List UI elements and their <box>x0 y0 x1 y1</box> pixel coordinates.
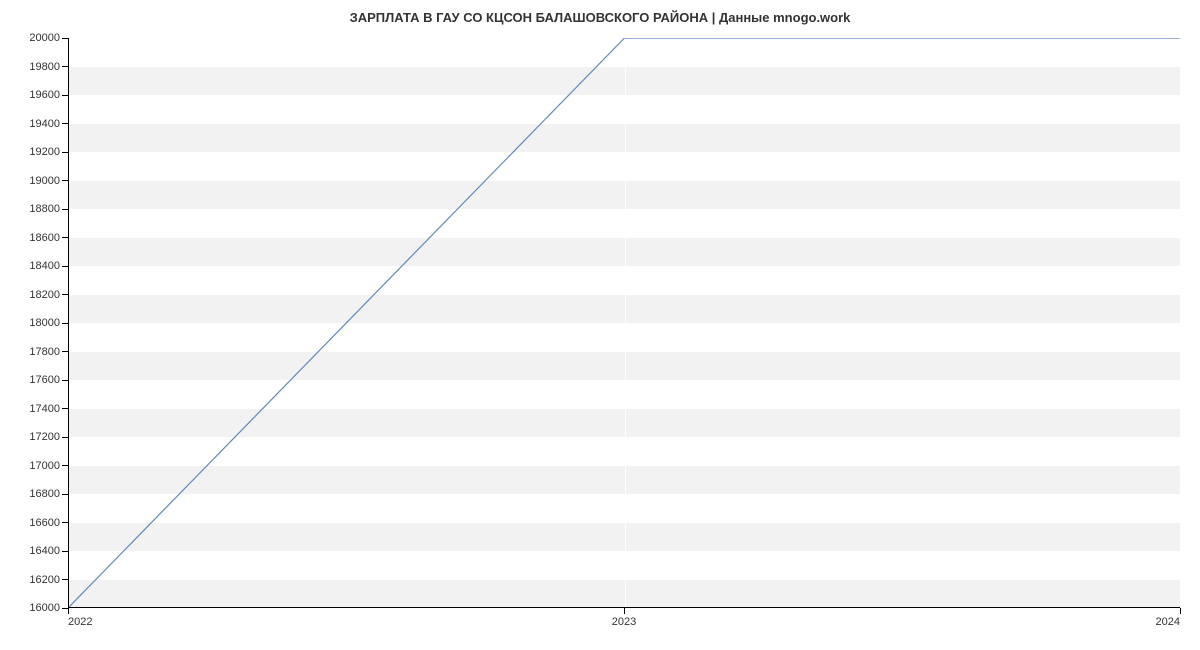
y-tick-label: 19400 <box>29 118 68 130</box>
plot-area <box>68 38 1180 608</box>
plot-wrap: 1600016200164001660016800170001720017400… <box>68 38 1180 608</box>
y-tick-label: 19800 <box>29 61 68 73</box>
x-tick-label: 2024 <box>1156 608 1180 628</box>
y-tick-label: 18800 <box>29 203 68 215</box>
y-tick-label: 17200 <box>29 431 68 443</box>
x-tick-label: 2022 <box>68 608 92 628</box>
y-tick-label: 18000 <box>29 317 68 329</box>
y-tick-label: 18200 <box>29 289 68 301</box>
y-tick-label: 16800 <box>29 488 68 500</box>
y-tick-label: 18400 <box>29 260 68 272</box>
y-tick-label: 16000 <box>29 602 68 614</box>
y-tick-label: 17800 <box>29 346 68 358</box>
chart-title: ЗАРПЛАТА В ГАУ СО КЦСОН БАЛАШОВСКОГО РАЙ… <box>0 10 1200 25</box>
y-tick-label: 16200 <box>29 574 68 586</box>
y-tick-label: 19600 <box>29 89 68 101</box>
chart-container: ЗАРПЛАТА В ГАУ СО КЦСОН БАЛАШОВСКОГО РАЙ… <box>0 0 1200 650</box>
y-tick-label: 17600 <box>29 374 68 386</box>
y-tick-label: 16400 <box>29 545 68 557</box>
y-tick-label: 18600 <box>29 232 68 244</box>
series-line <box>69 38 1180 607</box>
y-tick-label: 19200 <box>29 146 68 158</box>
y-tick-label: 19000 <box>29 175 68 187</box>
y-tick-label: 16600 <box>29 517 68 529</box>
y-tick-label: 20000 <box>29 32 68 44</box>
y-tick-label: 17400 <box>29 403 68 415</box>
y-tick-label: 17000 <box>29 460 68 472</box>
x-tick-label: 2023 <box>612 608 636 628</box>
